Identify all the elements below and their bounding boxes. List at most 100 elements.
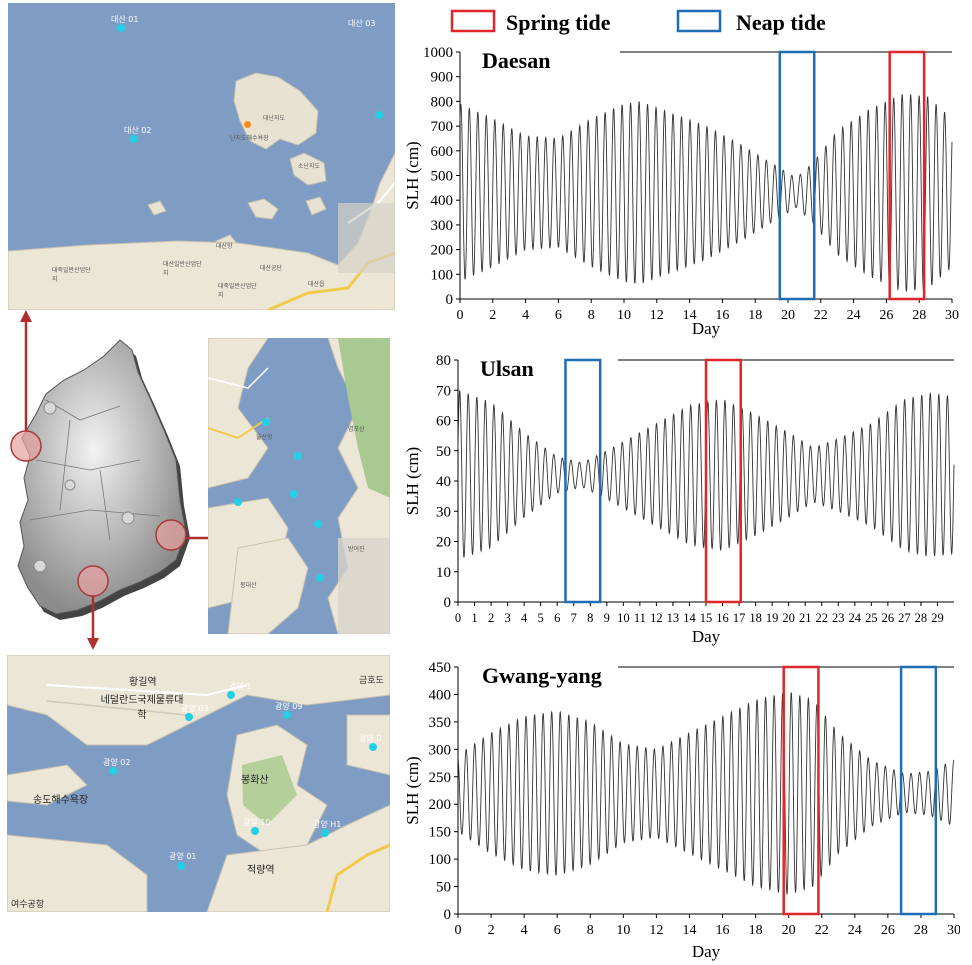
x-tick-label: 0 bbox=[457, 308, 464, 323]
y-tick-label: 0 bbox=[444, 907, 452, 923]
gwangyang-station-label-1: 광양 1 bbox=[229, 682, 252, 691]
chart-title: Daesan bbox=[482, 48, 550, 73]
daesan-label-island-small: 소난지도 bbox=[298, 163, 321, 170]
y-tick-label: 400 bbox=[431, 193, 454, 209]
y-tick-label: 400 bbox=[429, 687, 452, 703]
x-tick-label: 28 bbox=[912, 308, 926, 323]
y-tick-label: 30 bbox=[436, 504, 451, 520]
x-tick-label: 5 bbox=[538, 611, 544, 625]
neap-tide-box bbox=[564, 358, 602, 604]
ulsan-station-6 bbox=[316, 574, 324, 582]
gwangyang-label-beach: 송도해수욕장 bbox=[33, 795, 89, 806]
y-tick-label: 50 bbox=[436, 880, 451, 896]
x-axis-label: Day bbox=[692, 627, 721, 646]
x-tick-label: 24 bbox=[848, 923, 862, 938]
x-tick-label: 6 bbox=[555, 308, 562, 323]
ulsan-station-3 bbox=[290, 490, 298, 498]
gwangyang-station-4 bbox=[109, 767, 117, 775]
x-tick-label: 16 bbox=[716, 611, 729, 625]
x-tick-label: 0 bbox=[455, 611, 461, 625]
x-tick-label: 19 bbox=[766, 611, 779, 625]
gwangyang-label-mountain: 봉화산 bbox=[241, 775, 269, 786]
x-tick-label: 9 bbox=[604, 611, 610, 625]
chart-legend: Spring tide Neap tide bbox=[450, 9, 826, 35]
x-tick-label: 4 bbox=[521, 611, 528, 625]
x-tick-label: 30 bbox=[947, 923, 960, 938]
x-tick-label: 26 bbox=[879, 308, 893, 323]
x-axis-label: Day bbox=[692, 319, 721, 338]
legend-neap-label: Neap tide bbox=[736, 10, 826, 35]
x-tick-label: 16 bbox=[716, 923, 730, 938]
x-tick-label: 6 bbox=[554, 923, 561, 938]
x-tick-label: 8 bbox=[588, 308, 595, 323]
gwangyang-station-label-3: 광양 09 bbox=[275, 702, 303, 711]
y-tick-label: 200 bbox=[431, 243, 454, 259]
chart-title: Ulsan bbox=[480, 356, 534, 381]
x-tick-label: 16 bbox=[715, 308, 729, 323]
ulsan-label-bangeojin: 방어진 bbox=[348, 546, 365, 553]
daesan-station-label-2: 대산 02 bbox=[124, 126, 152, 135]
y-tick-label: 150 bbox=[429, 825, 452, 841]
x-tick-label: 0 bbox=[455, 923, 462, 938]
daesan-label-port: 대산항 bbox=[216, 243, 233, 250]
y-tick-label: 350 bbox=[429, 715, 452, 731]
x-tick-label: 4 bbox=[522, 308, 529, 323]
gwangyang-label-airport: 여수공항 bbox=[11, 900, 45, 910]
y-tick-label: 300 bbox=[429, 742, 452, 758]
y-axis-label: SLH (cm) bbox=[403, 141, 422, 209]
y-tick-label: 600 bbox=[431, 144, 454, 160]
x-tick-label: 1 bbox=[471, 611, 477, 625]
y-tick-label: 900 bbox=[431, 70, 454, 86]
ulsan-station-1 bbox=[262, 418, 270, 426]
x-tick-label: 24 bbox=[847, 308, 861, 323]
x-tick-label: 8 bbox=[587, 611, 593, 625]
legend-spring-label: Spring tide bbox=[506, 10, 611, 35]
daesan-station-label-3: 대산 03 bbox=[348, 19, 376, 28]
gwangyang-map: 광양 1 광양 03 광양 09 광양 02 광양 10 광양 H1 광양 01… bbox=[7, 655, 390, 912]
gwangyang-station-2 bbox=[185, 713, 193, 721]
gwangyang-label-station-rail: 황길역 bbox=[129, 677, 157, 688]
y-tick-label: 0 bbox=[444, 595, 452, 611]
tide-series-line bbox=[457, 692, 955, 895]
tide-series-line bbox=[459, 93, 953, 293]
y-tick-label: 100 bbox=[431, 267, 454, 283]
y-tick-label: 0 bbox=[446, 292, 454, 308]
ulsan-map-shapes bbox=[208, 338, 390, 634]
y-tick-label: 700 bbox=[431, 119, 454, 135]
x-tick-label: 13 bbox=[667, 611, 680, 625]
legend-spring-swatch bbox=[450, 9, 496, 33]
x-tick-label: 28 bbox=[914, 923, 928, 938]
y-tick-label: 500 bbox=[431, 169, 454, 185]
gwangyang-label-jeokryang: 적량역 bbox=[247, 865, 275, 876]
x-tick-label: 4 bbox=[521, 923, 528, 938]
y-tick-label: 100 bbox=[429, 852, 452, 868]
y-tick-label: 800 bbox=[431, 94, 454, 110]
gwangyang-map-shapes bbox=[7, 655, 390, 912]
x-axis-label: Day bbox=[692, 942, 721, 961]
y-tick-label: 60 bbox=[436, 414, 451, 430]
gwangyang-station-label-5: 광양 10 bbox=[243, 818, 271, 827]
daesan-station-2 bbox=[130, 135, 138, 143]
x-tick-label: 15 bbox=[700, 611, 713, 625]
y-axis-label: SLH (cm) bbox=[403, 447, 422, 515]
y-tick-label: 1000 bbox=[423, 45, 453, 61]
ulsan-label-port: 울산항 bbox=[256, 434, 273, 441]
gwangyang-station-label-6: 광양 H1 bbox=[313, 820, 342, 829]
daesan-label-beach: 난지도해수욕장 bbox=[230, 135, 269, 142]
x-tick-label: 2 bbox=[489, 308, 496, 323]
gwangyang-station-7 bbox=[177, 862, 185, 870]
daesan-label-island-large: 대난지도 bbox=[263, 115, 286, 122]
gwangyang-station-label-7: 광양 01 bbox=[169, 852, 197, 861]
x-tick-label: 18 bbox=[749, 923, 763, 938]
daesan-map: 대산 01 대산 02 대산 03 대난지도 소난지도 대산읍 대죽일반산업단지… bbox=[8, 3, 395, 310]
korea-overview-map bbox=[0, 310, 210, 650]
gwangyang-label-geumho: 금호도 bbox=[359, 676, 384, 686]
y-tick-label: 450 bbox=[429, 660, 452, 676]
spring-tide-box bbox=[782, 665, 820, 916]
x-tick-label: 18 bbox=[749, 611, 762, 625]
ulsan-label-bongdaesan: 봉대산 bbox=[240, 582, 257, 589]
x-tick-label: 20 bbox=[781, 308, 795, 323]
x-tick-label: 29 bbox=[931, 611, 944, 625]
